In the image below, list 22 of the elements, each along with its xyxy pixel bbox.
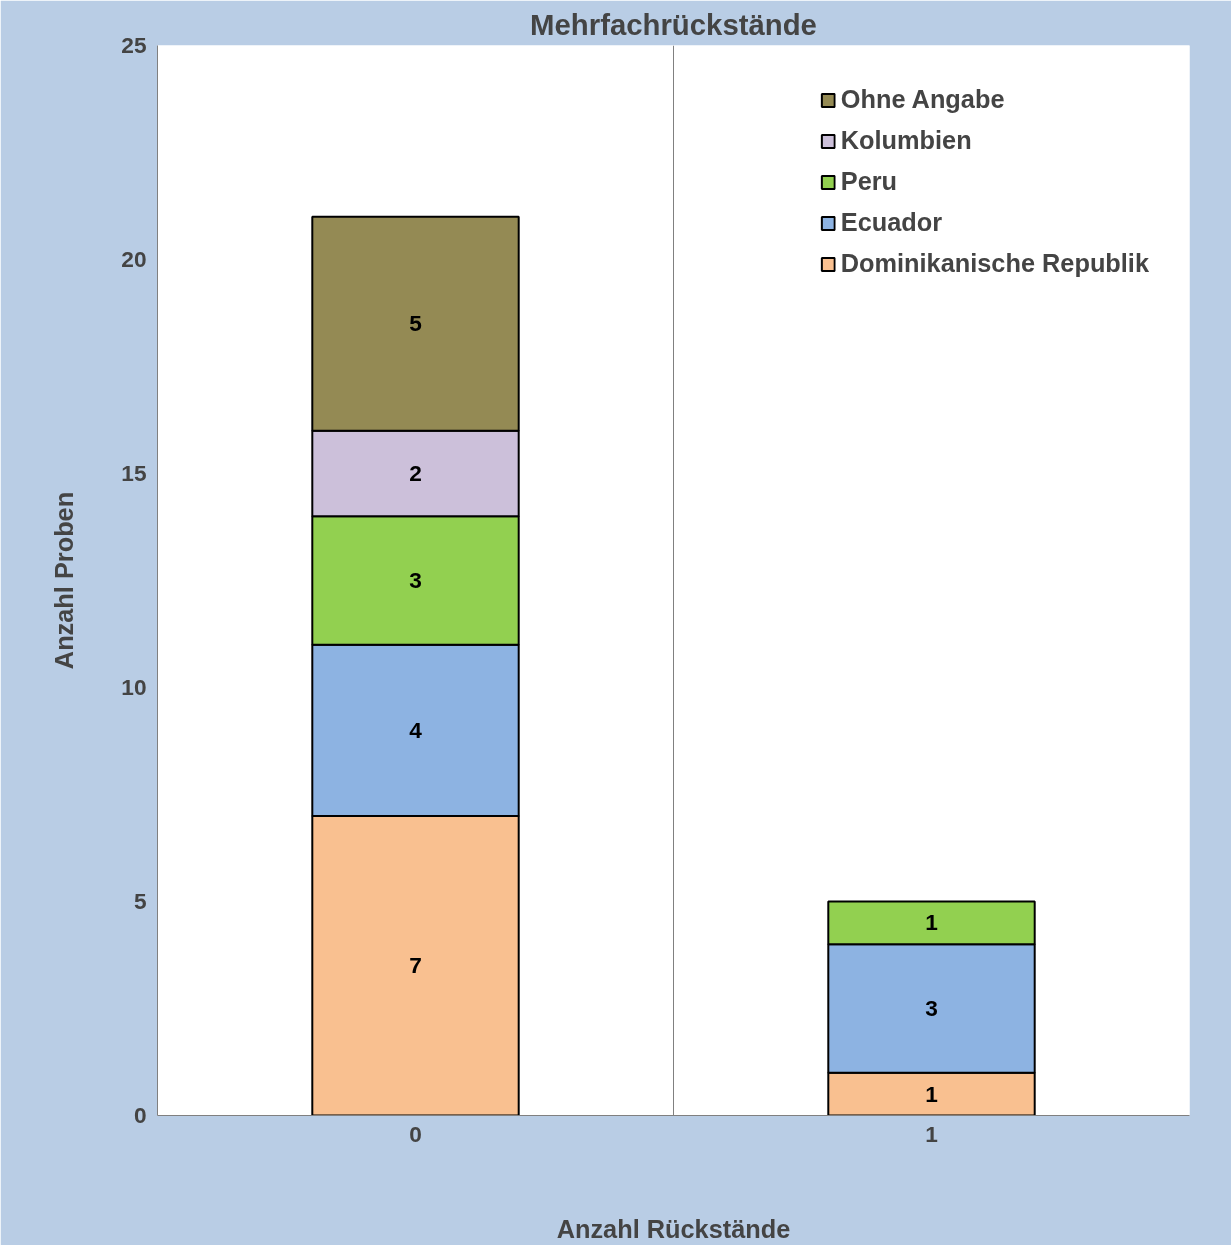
y-axis-title: Anzahl Proben [50, 491, 79, 670]
legend-label: Dominikanische Republik [840, 249, 1149, 278]
data-label: 3 [925, 995, 938, 1021]
y-tick-label: 0 [133, 1102, 147, 1128]
legend-label: Ecuador [840, 208, 943, 237]
data-label: 1 [925, 1080, 938, 1107]
y-tick-label: 15 [121, 460, 147, 486]
data-label: 2 [409, 460, 422, 486]
y-tick-label: 20 [121, 246, 147, 272]
data-label: 4 [409, 716, 423, 743]
data-label: 1 [925, 909, 938, 936]
y-tick-label: 5 [133, 888, 147, 914]
x-axis-title: Anzahl Rückstände [556, 1214, 791, 1243]
y-tick-label: 25 [121, 32, 147, 58]
data-label: 5 [409, 310, 422, 337]
legend-label: Kolumbien [840, 126, 972, 155]
legend-label: Ohne Angabe [840, 85, 1005, 114]
chart-title: Mehrfachrückstände [530, 7, 817, 41]
data-label: 7 [409, 952, 422, 979]
data-label: 3 [409, 567, 422, 593]
legend-label: Peru [840, 167, 898, 196]
y-tick-label: 10 [121, 674, 147, 700]
